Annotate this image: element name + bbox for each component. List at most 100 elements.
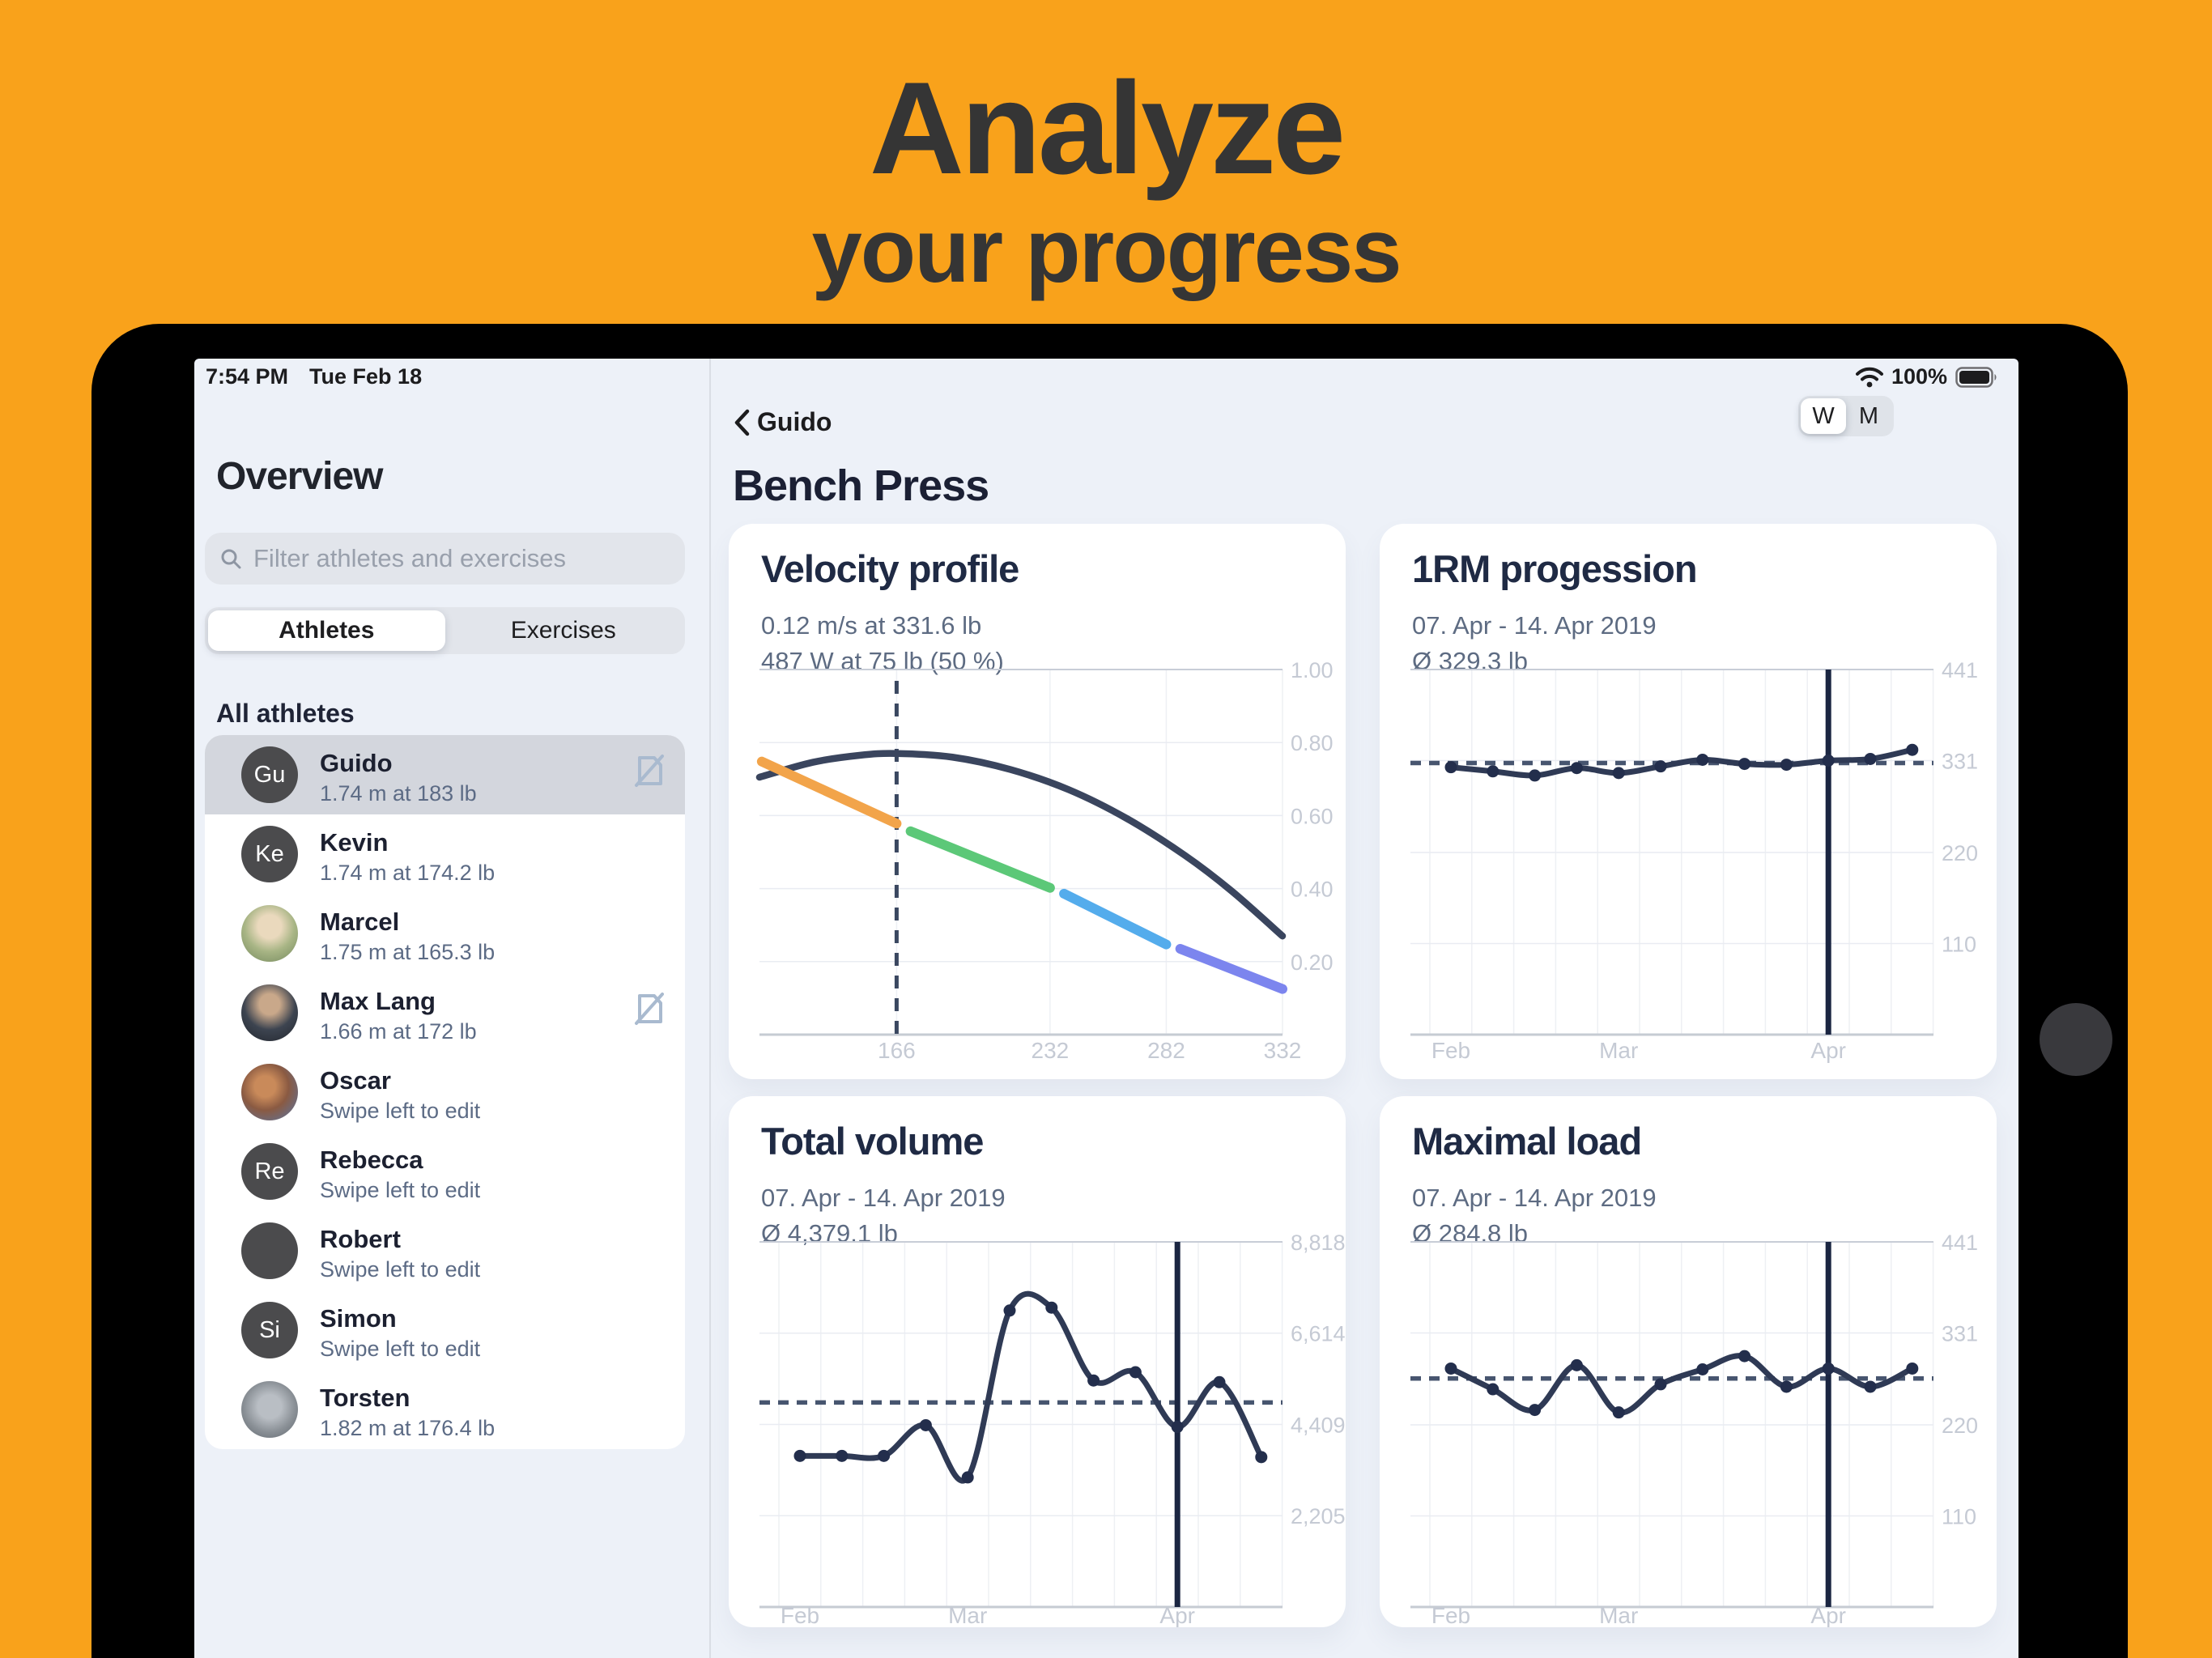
card-subtitle-line: Ø 329.3 lb: [1412, 647, 1529, 675]
card-subtitle-line: 07. Apr - 14. Apr 2019: [761, 1184, 1006, 1212]
athlete-name: Kevin: [320, 828, 389, 857]
athlete-row-guido[interactable]: Gu Guido 1.74 m at 183 lb: [205, 735, 685, 814]
avatar-initials: Si: [241, 1302, 298, 1358]
tab-athletes[interactable]: Athletes: [208, 610, 445, 651]
card-title: Total volume: [761, 1120, 984, 1163]
athlete-subtitle: Swipe left to edit: [320, 1257, 481, 1282]
card-maximal-load: Maximal load 07. Apr - 14. Apr 2019 Ø 28…: [1380, 1096, 1997, 1627]
sidebar-divider: [709, 359, 711, 1658]
period-toggle: W M: [1798, 396, 1894, 436]
svg-text:220: 220: [1942, 1414, 1978, 1438]
svg-text:220: 220: [1942, 841, 1978, 865]
athlete-subtitle: 1.75 m at 165.3 lb: [320, 940, 496, 964]
profile-disabled-slash-icon: [635, 755, 664, 787]
page-title: Bench Press: [733, 461, 989, 510]
svg-text:0.20: 0.20: [1291, 950, 1334, 975]
svg-text:Mar: Mar: [948, 1603, 987, 1627]
search-input[interactable]: [252, 543, 670, 574]
hero-title: Analyze: [869, 55, 1346, 202]
athlete-subtitle: Swipe left to edit: [320, 1178, 481, 1202]
athlete-name: Oscar: [320, 1066, 391, 1095]
card-title: Maximal load: [1412, 1120, 1642, 1163]
home-button[interactable]: [2040, 1003, 2112, 1076]
svg-text:0.80: 0.80: [1291, 731, 1334, 755]
athlete-subtitle: Swipe left to edit: [320, 1099, 481, 1123]
status-bar: 7:54 PM Tue Feb 18 100%: [194, 359, 2018, 394]
back-label: Guido: [757, 407, 832, 436]
avatar-initials: Gu: [241, 746, 298, 803]
athlete-list: Gu Guido 1.74 m at 183 lb Ke Kevin 1.74 m at …: [205, 735, 685, 1449]
card-subtitle-line: 07. Apr - 14. Apr 2019: [1412, 1184, 1657, 1212]
avatar-photo: [241, 905, 298, 962]
tablet-frame: 7:54 PM Tue Feb 18 100%: [91, 324, 2128, 1658]
athlete-row-robert[interactable]: Robert Swipe left to edit: [205, 1211, 685, 1290]
period-week-button[interactable]: W: [1801, 398, 1846, 434]
card-total-volume: Total volume 07. Apr - 14. Apr 2019 Ø 4,…: [729, 1096, 1346, 1627]
all-athletes-header: All athletes: [216, 699, 355, 728]
svg-text:331: 331: [1942, 1321, 1978, 1346]
athlete-row-marcel[interactable]: Marcel 1.75 m at 165.3 lb: [205, 894, 685, 973]
svg-text:441: 441: [1942, 658, 1978, 682]
athlete-row-oscar[interactable]: Oscar Swipe left to edit: [205, 1052, 685, 1132]
sidebar: Overview Athletes Exercises All athletes…: [194, 359, 709, 1658]
wifi-icon: [1855, 367, 1883, 387]
athlete-subtitle: 1.66 m at 172 lb: [320, 1019, 477, 1044]
card-subtitle-line: 487 W at 75 lb (50 %): [761, 647, 1004, 675]
card-velocity-profile: Velocity profile 0.12 m/s at 331.6 lb 48…: [729, 524, 1346, 1079]
athlete-name: Simon: [320, 1304, 397, 1333]
card-subtitle-line: Ø 284.8 lb: [1412, 1219, 1529, 1248]
svg-text:331: 331: [1942, 749, 1978, 773]
athlete-row-kevin[interactable]: Ke Kevin 1.74 m at 174.2 lb: [205, 814, 685, 894]
athlete-name: Guido: [320, 749, 393, 777]
avatar-photo: [241, 1381, 298, 1438]
card-subtitle-line: 0.12 m/s at 331.6 lb: [761, 611, 982, 640]
one-rm-chart: 441 331 220 110 Feb Mar Apr: [1410, 658, 1978, 1063]
avatar-photo: [241, 1064, 298, 1120]
svg-text:0.40: 0.40: [1291, 878, 1334, 902]
chevron-left-icon: [734, 409, 750, 436]
card-subtitle-line: 07. Apr - 14. Apr 2019: [1412, 611, 1657, 640]
tab-exercises[interactable]: Exercises: [510, 617, 616, 644]
search-field: [205, 533, 685, 585]
svg-text:441: 441: [1942, 1231, 1978, 1255]
athlete-row-torsten[interactable]: Torsten 1.82 m at 176.4 lb: [205, 1370, 685, 1449]
profile-disabled-slash-icon: [635, 993, 664, 1025]
athlete-name: Robert: [320, 1225, 401, 1253]
svg-text:110: 110: [1942, 1505, 1976, 1529]
svg-text:166: 166: [878, 1038, 916, 1063]
period-month-button[interactable]: M: [1858, 402, 1879, 429]
status-date: Tue Feb 18: [309, 364, 423, 389]
app-screen: 7:54 PM Tue Feb 18 100%: [194, 359, 2018, 1658]
card-subtitle-line: Ø 4,379.1 lb: [761, 1219, 898, 1248]
athletes-exercises-tabs: Athletes Exercises: [205, 607, 685, 654]
main-panel: Guido W M Bench Press Velocity profile 0…: [709, 359, 2018, 1658]
athlete-name: Torsten: [320, 1384, 410, 1412]
athlete-name: Marcel: [320, 908, 400, 936]
hero: Analyze your progress: [0, 0, 2212, 296]
sidebar-title: Overview: [216, 455, 383, 498]
athlete-row-rebecca[interactable]: Re Rebecca Swipe left to edit: [205, 1132, 685, 1211]
search-icon: [221, 549, 241, 569]
svg-text:110: 110: [1942, 933, 1976, 957]
battery-icon: [1955, 366, 1997, 388]
svg-text:Mar: Mar: [1599, 1038, 1638, 1063]
avatar-initials: Re: [241, 1143, 298, 1200]
card-title: 1RM progession: [1412, 547, 1698, 590]
avatar-initials: Ke: [241, 826, 298, 882]
svg-text:0.60: 0.60: [1291, 804, 1334, 828]
svg-text:332: 332: [1264, 1038, 1302, 1063]
athlete-subtitle: 1.74 m at 174.2 lb: [320, 861, 496, 885]
card-1rm-progression: 1RM progession 07. Apr - 14. Apr 2019 Ø …: [1380, 524, 1997, 1079]
back-button[interactable]: Guido: [733, 407, 832, 437]
athlete-row-simon[interactable]: Si Simon Swipe left to edit: [205, 1290, 685, 1370]
battery-percent: 100%: [1891, 364, 1947, 389]
svg-text:8,818: 8,818: [1291, 1231, 1346, 1255]
svg-text:Mar: Mar: [1599, 1603, 1638, 1627]
svg-text:Feb: Feb: [1431, 1603, 1470, 1627]
athlete-name: Rebecca: [320, 1146, 423, 1174]
svg-text:1.00: 1.00: [1291, 658, 1334, 682]
athlete-row-max-lang[interactable]: Max Lang 1.66 m at 172 lb: [205, 973, 685, 1052]
svg-text:Apr: Apr: [1810, 1038, 1846, 1063]
